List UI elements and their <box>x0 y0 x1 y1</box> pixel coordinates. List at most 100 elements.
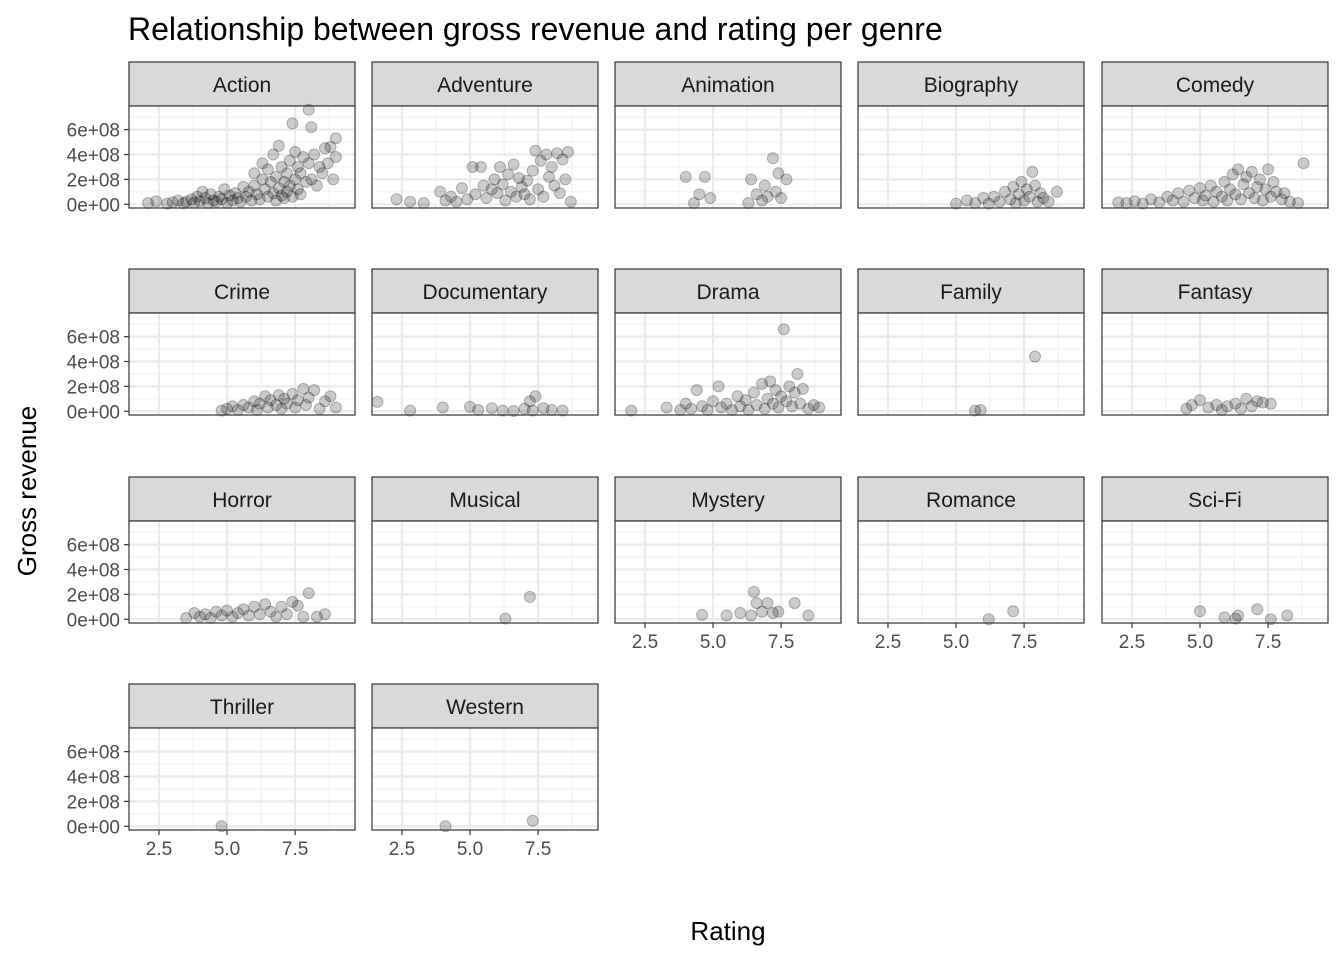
data-point <box>507 405 520 417</box>
data-point <box>1194 394 1206 407</box>
data-point <box>1218 611 1231 624</box>
data-point <box>556 404 569 417</box>
data-point <box>537 402 550 415</box>
data-point <box>253 608 266 621</box>
data-point <box>237 180 250 193</box>
data-point <box>526 814 539 827</box>
data-point <box>564 195 577 208</box>
facet-strip <box>371 683 599 729</box>
data-point <box>434 185 447 198</box>
data-point <box>491 187 504 200</box>
data-point <box>499 194 512 207</box>
data-point <box>734 607 747 619</box>
data-point <box>305 173 318 186</box>
data-point <box>783 380 796 393</box>
facet-strip-label: Action <box>213 74 271 97</box>
data-point <box>1050 185 1063 198</box>
data-point <box>685 402 698 415</box>
data-point <box>291 183 304 196</box>
data-point <box>439 820 452 833</box>
data-point <box>485 183 498 196</box>
data-point <box>690 384 703 397</box>
y-axis-title: Gross revenue <box>12 406 42 577</box>
data-point <box>696 608 709 621</box>
data-point <box>188 607 201 619</box>
data-point <box>253 193 266 206</box>
y-tick-label: 0e+00 <box>67 402 120 423</box>
panel-background <box>615 521 841 623</box>
data-point <box>712 380 725 393</box>
data-point <box>477 179 490 192</box>
data-point <box>532 183 545 196</box>
facet-strip <box>128 268 356 314</box>
data-point <box>1256 396 1269 409</box>
data-point <box>1185 399 1198 411</box>
data-point <box>750 399 763 411</box>
data-point <box>466 161 479 173</box>
data-point <box>1229 397 1242 410</box>
data-point <box>302 157 315 170</box>
data-point <box>1204 179 1217 192</box>
facet-strip-label: Musical <box>449 489 520 512</box>
data-point <box>297 382 310 395</box>
data-point <box>807 399 820 411</box>
data-point <box>999 185 1011 198</box>
data-point <box>404 195 417 208</box>
data-point <box>720 609 733 622</box>
data-point <box>289 401 302 414</box>
data-point <box>231 607 244 619</box>
panel-background <box>858 521 1084 623</box>
data-point <box>540 148 553 161</box>
facet-strip-label: Drama <box>696 281 759 304</box>
y-tick-label: 6e+08 <box>67 536 120 557</box>
facet-strip-label: Adventure <box>437 74 533 97</box>
data-point <box>1037 192 1050 204</box>
panel-border <box>614 520 842 624</box>
data-point <box>221 402 233 415</box>
data-point <box>1224 183 1236 196</box>
facet-strip-label: Sci-Fi <box>1188 489 1242 512</box>
data-point <box>1275 193 1288 206</box>
data-point <box>280 167 293 180</box>
data-point <box>300 399 312 411</box>
data-point <box>556 153 569 166</box>
data-point <box>1221 194 1234 207</box>
data-point <box>199 192 212 204</box>
data-point <box>679 397 692 410</box>
data-point <box>1183 184 1196 197</box>
data-point <box>734 400 747 413</box>
data-point <box>693 188 706 201</box>
panel-comedy: Comedy <box>1101 61 1329 210</box>
data-point <box>286 190 299 203</box>
data-point <box>1281 609 1294 622</box>
data-point <box>275 161 288 173</box>
data-point <box>1283 195 1296 208</box>
data-point <box>772 605 785 618</box>
data-point <box>750 188 763 201</box>
data-point <box>242 609 255 622</box>
data-point <box>1023 190 1036 203</box>
data-point <box>480 192 493 204</box>
data-point <box>518 402 531 415</box>
data-point <box>1259 183 1272 196</box>
y-tick-label: 4e+08 <box>67 561 120 582</box>
data-point <box>291 599 304 612</box>
data-point <box>229 187 242 200</box>
data-point <box>417 197 430 209</box>
data-point <box>1226 168 1239 181</box>
data-point <box>1237 178 1250 191</box>
x-axis-title: Rating <box>690 916 765 946</box>
data-point <box>161 197 174 210</box>
data-point <box>496 404 509 417</box>
y-tick-label: 6e+08 <box>67 743 120 764</box>
data-point <box>329 401 342 414</box>
data-point <box>1229 612 1242 625</box>
panel-adventure: Adventure <box>371 61 599 209</box>
data-point <box>275 189 288 202</box>
data-point <box>294 188 307 201</box>
data-point <box>464 400 476 413</box>
panel-background <box>1102 521 1328 623</box>
data-point <box>707 395 719 408</box>
data-point <box>302 103 315 116</box>
data-point <box>267 148 280 161</box>
